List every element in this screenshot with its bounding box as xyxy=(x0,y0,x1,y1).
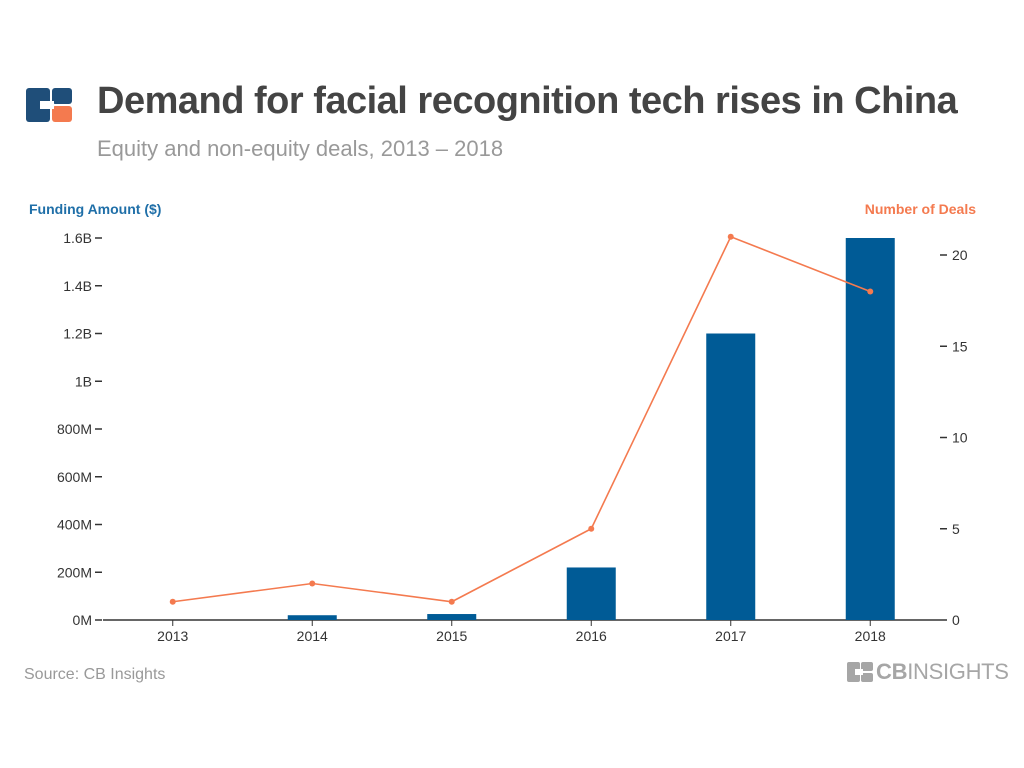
deals-point xyxy=(309,580,316,587)
cb-insights-logo-icon xyxy=(26,88,72,122)
right-tick-label: 15 xyxy=(952,338,968,354)
x-tick-label: 2016 xyxy=(576,628,607,644)
cb-insights-brand: CBINSIGHTS xyxy=(847,659,1009,685)
left-tick-label: 1.4B xyxy=(63,278,92,294)
deals-point xyxy=(169,598,176,605)
brand-rest: INSIGHTS xyxy=(907,659,1009,684)
x-tick-label: 2018 xyxy=(855,628,886,644)
deals-point xyxy=(588,525,595,532)
brand-wordmark: CBINSIGHTS xyxy=(876,659,1009,685)
funding-bar xyxy=(427,614,477,620)
funding-bar xyxy=(706,333,756,620)
left-tick-label: 800M xyxy=(57,421,92,437)
left-axis-title: Funding Amount ($) xyxy=(29,201,161,217)
deals-line xyxy=(172,235,871,603)
left-tick-label: 1B xyxy=(75,373,92,389)
left-tick-label: 200M xyxy=(57,564,92,580)
deals-point xyxy=(448,598,455,605)
chart-subtitle: Equity and non-equity deals, 2013 – 2018 xyxy=(97,136,504,161)
source-note: Source: CB Insights xyxy=(24,666,166,683)
funding-bar xyxy=(845,238,895,620)
right-tick-label: 10 xyxy=(952,430,968,446)
left-tick-label: 600M xyxy=(57,469,92,485)
funding-bar xyxy=(287,615,337,620)
x-tick-label: 2014 xyxy=(297,628,328,644)
left-tick-label: 1.6B xyxy=(63,230,92,246)
deals-point xyxy=(867,288,874,295)
left-tick-label: 0M xyxy=(73,612,92,628)
right-tick-label: 0 xyxy=(952,612,960,628)
x-tick-label: 2013 xyxy=(157,628,188,644)
left-tick-label: 1.2B xyxy=(63,326,92,342)
funding-bar xyxy=(566,567,616,620)
chart-title: Demand for facial recognition tech rises… xyxy=(97,80,958,122)
right-axis-title: Number of Deals xyxy=(865,201,976,217)
cb-insights-mark-icon xyxy=(847,662,873,682)
x-tick-label: 2017 xyxy=(715,628,746,644)
brand-bold: CB xyxy=(876,659,908,684)
left-tick-label: 400M xyxy=(57,517,92,533)
right-tick-label: 5 xyxy=(952,521,960,537)
x-tick-label: 2015 xyxy=(436,628,467,644)
right-tick-label: 20 xyxy=(952,247,968,263)
deals-point xyxy=(727,233,734,240)
